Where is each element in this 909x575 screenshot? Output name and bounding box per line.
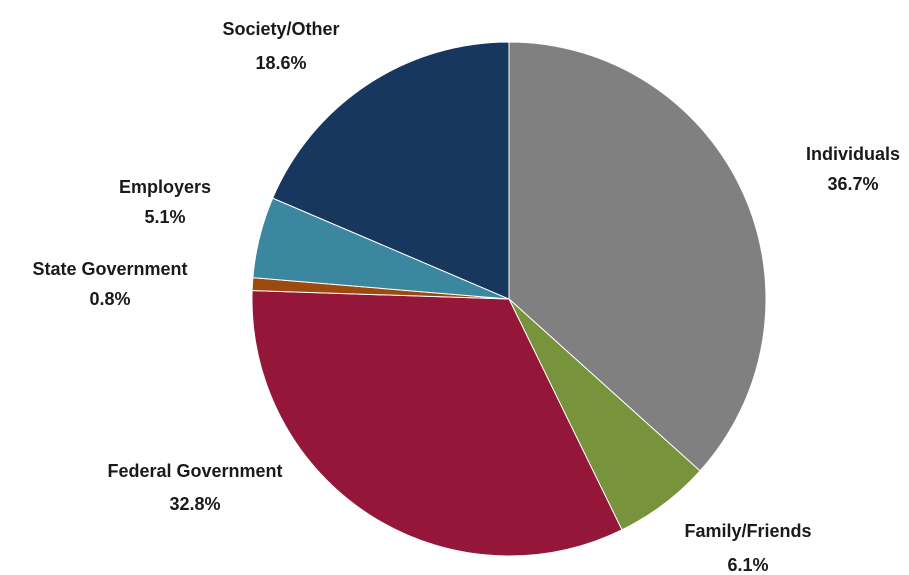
slice-value-label: 32.8% <box>169 494 220 514</box>
slice-label: Family/Friends <box>684 521 811 541</box>
slice-value-label: 5.1% <box>144 207 185 227</box>
slice-label: Employers <box>119 177 211 197</box>
slice-label: Individuals <box>806 144 900 164</box>
slice-label: Society/Other <box>222 19 339 39</box>
slice-value-label: 0.8% <box>89 289 130 309</box>
slice-value-label: 36.7% <box>827 174 878 194</box>
pie-slice <box>271 41 510 300</box>
slice-label: Federal Government <box>107 461 282 481</box>
slice-label: State Government <box>32 259 187 279</box>
slice-value-label: 6.1% <box>727 555 768 575</box>
slice-value-label: 18.6% <box>255 53 306 73</box>
pie-slice <box>508 41 767 472</box>
pie-slice <box>251 290 623 557</box>
